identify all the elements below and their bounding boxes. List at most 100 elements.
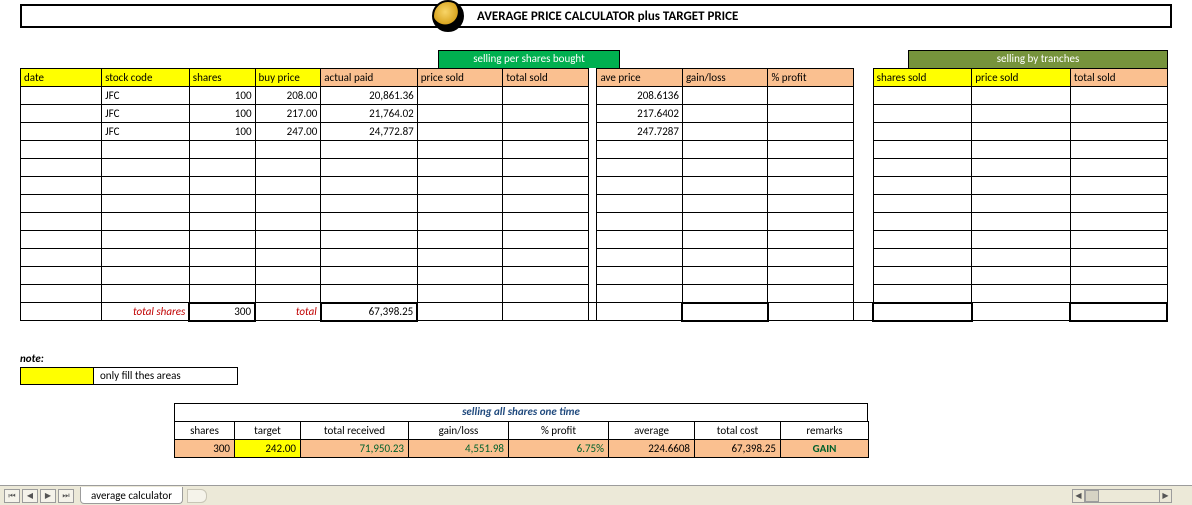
cell[interactable] xyxy=(873,249,972,267)
cell[interactable] xyxy=(102,159,190,177)
cell[interactable] xyxy=(768,105,853,123)
cell[interactable] xyxy=(503,123,588,141)
cell[interactable] xyxy=(768,195,853,213)
cell[interactable] xyxy=(682,195,767,213)
cell[interactable] xyxy=(1070,231,1167,249)
cell[interactable]: JFC xyxy=(102,105,190,123)
cell[interactable] xyxy=(255,267,321,285)
cell[interactable] xyxy=(255,231,321,249)
sv-average[interactable]: 224.6608 xyxy=(609,439,695,457)
cell[interactable] xyxy=(682,177,767,195)
cell[interactable] xyxy=(503,249,588,267)
cell[interactable] xyxy=(1070,87,1167,105)
sv-pct-profit[interactable]: 6.75% xyxy=(509,439,609,457)
cell[interactable]: JFC xyxy=(102,87,190,105)
cell[interactable] xyxy=(873,105,972,123)
cell[interactable] xyxy=(417,249,502,267)
cell[interactable] xyxy=(321,159,417,177)
cell[interactable] xyxy=(321,231,417,249)
cell[interactable] xyxy=(255,159,321,177)
cell[interactable] xyxy=(873,159,972,177)
cell[interactable] xyxy=(189,213,255,231)
cell[interactable] xyxy=(972,177,1071,195)
cell[interactable] xyxy=(682,141,767,159)
cell[interactable]: 100 xyxy=(189,123,255,141)
nav-last-icon[interactable]: ⏭ xyxy=(58,489,74,503)
cell[interactable] xyxy=(1070,141,1167,159)
cell[interactable] xyxy=(21,285,102,303)
sv-total-received[interactable]: 71,950.23 xyxy=(301,439,409,457)
nav-first-icon[interactable]: ⏮ xyxy=(4,489,20,503)
cell[interactable] xyxy=(503,87,588,105)
cell[interactable] xyxy=(597,159,682,177)
cell[interactable] xyxy=(972,267,1071,285)
cell[interactable] xyxy=(873,195,972,213)
cell[interactable] xyxy=(503,105,588,123)
cell[interactable]: 24,772.87 xyxy=(321,123,417,141)
cell[interactable] xyxy=(102,249,190,267)
cell[interactable] xyxy=(972,285,1071,303)
cell[interactable] xyxy=(102,213,190,231)
cell[interactable] xyxy=(682,87,767,105)
sv-shares[interactable]: 300 xyxy=(175,439,235,457)
cell[interactable] xyxy=(417,87,502,105)
cell[interactable] xyxy=(1070,195,1167,213)
cell[interactable] xyxy=(321,195,417,213)
nav-prev-icon[interactable]: ◀ xyxy=(22,489,38,503)
cell[interactable] xyxy=(597,177,682,195)
cell[interactable] xyxy=(503,213,588,231)
cell[interactable]: 100 xyxy=(189,105,255,123)
cell[interactable]: 20,861.36 xyxy=(321,87,417,105)
cell[interactable] xyxy=(682,123,767,141)
cell[interactable] xyxy=(189,249,255,267)
cell[interactable] xyxy=(682,249,767,267)
cell[interactable] xyxy=(321,177,417,195)
cell[interactable] xyxy=(768,141,853,159)
cell[interactable] xyxy=(417,213,502,231)
cell[interactable] xyxy=(417,285,502,303)
sv-gain-loss[interactable]: 4,551.98 xyxy=(409,439,509,457)
cell[interactable]: JFC xyxy=(102,123,190,141)
cell[interactable] xyxy=(682,105,767,123)
cell[interactable] xyxy=(597,249,682,267)
cell[interactable] xyxy=(768,159,853,177)
cell[interactable]: 208.6136 xyxy=(597,87,682,105)
cell[interactable] xyxy=(417,141,502,159)
cell[interactable] xyxy=(1070,213,1167,231)
cell[interactable] xyxy=(255,177,321,195)
cell[interactable] xyxy=(972,231,1071,249)
cell[interactable] xyxy=(873,213,972,231)
cell[interactable] xyxy=(682,213,767,231)
cell[interactable] xyxy=(321,141,417,159)
cell[interactable] xyxy=(768,123,853,141)
cell[interactable] xyxy=(189,141,255,159)
cell[interactable] xyxy=(189,177,255,195)
cell[interactable] xyxy=(21,267,102,285)
cell[interactable] xyxy=(189,267,255,285)
cell[interactable] xyxy=(21,123,102,141)
cell[interactable] xyxy=(972,123,1071,141)
new-sheet-icon[interactable] xyxy=(187,489,207,503)
cell[interactable] xyxy=(503,195,588,213)
cell[interactable]: 217.6402 xyxy=(597,105,682,123)
cell[interactable] xyxy=(503,141,588,159)
cell[interactable] xyxy=(682,285,767,303)
cell[interactable] xyxy=(417,177,502,195)
cell[interactable] xyxy=(682,231,767,249)
summary-table[interactable]: shares target total received gain/loss %… xyxy=(174,421,869,458)
cell[interactable] xyxy=(768,87,853,105)
cell[interactable] xyxy=(417,231,502,249)
cell[interactable] xyxy=(1070,159,1167,177)
cell[interactable] xyxy=(597,195,682,213)
cell[interactable] xyxy=(768,177,853,195)
cell[interactable] xyxy=(873,87,972,105)
cell[interactable] xyxy=(417,123,502,141)
cell[interactable] xyxy=(21,195,102,213)
cell[interactable] xyxy=(873,177,972,195)
cell[interactable]: 208.00 xyxy=(255,87,321,105)
cell[interactable] xyxy=(102,177,190,195)
cell[interactable] xyxy=(873,141,972,159)
cell[interactable] xyxy=(21,141,102,159)
cell[interactable] xyxy=(189,195,255,213)
cell[interactable] xyxy=(102,231,190,249)
